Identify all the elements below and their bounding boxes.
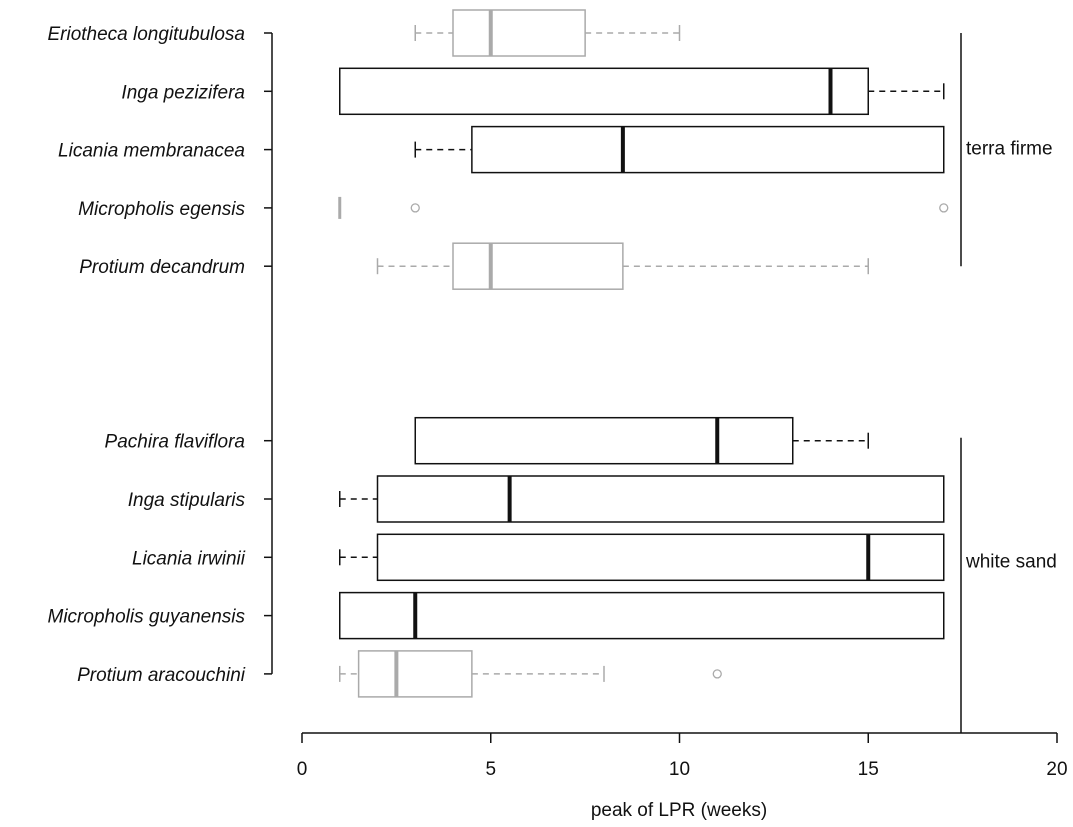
box-6 [414,416,869,465]
group-brackets: terra firme white sand [960,33,1057,733]
box-7 [339,475,945,523]
category-label: Licania irwinii [132,548,246,569]
box-2 [339,67,945,116]
group-label: terra firme [966,139,1053,160]
box-5 [376,242,869,290]
box-1 [414,9,681,57]
iqr-box [452,242,624,290]
x-axis-title: peak of LPR (weeks) [591,800,767,821]
category-label: Protium decandrum [79,257,245,278]
outlier-point [712,669,722,679]
group-label: white sand [965,551,1057,572]
x-tick-label: 10 [669,759,690,780]
iqr-box [376,475,945,523]
box-8 [339,533,945,582]
y-axis: Eriotheca longitubulosa Inga pezizifera Li… [47,24,273,686]
category-label: Licania membranacea [58,141,245,162]
box-9 [339,591,945,640]
iqr-box [452,9,586,57]
x-tick-label: 0 [297,759,308,780]
category-label: Inga pezizifera [121,82,245,103]
iqr-box [376,533,945,582]
iqr-box [357,650,473,698]
category-label: Eriotheca longitubulosa [47,24,245,45]
category-label: Micropholis guyanensis [48,607,246,628]
outlier-point [410,203,420,213]
x-axis: peak of LPR (weeks) 0 5 10 15 20 [297,732,1068,821]
x-tick-label: 15 [858,759,879,780]
category-label: Inga stipularis [128,490,246,511]
outlier-point [939,203,949,213]
iqr-box [471,125,945,174]
iqr-box [339,591,945,640]
category-label: Micropholis egensis [78,199,245,220]
box-10 [339,650,722,698]
plot-marks [338,9,949,698]
category-label: Protium aracouchini [77,665,246,686]
box-4 [338,196,949,219]
iqr-box [414,416,794,465]
x-tick-label: 5 [485,759,496,780]
category-label: Pachira flaviflora [105,432,245,453]
box-3 [414,125,945,174]
iqr-box [339,67,869,116]
x-tick-label: 20 [1046,759,1067,780]
